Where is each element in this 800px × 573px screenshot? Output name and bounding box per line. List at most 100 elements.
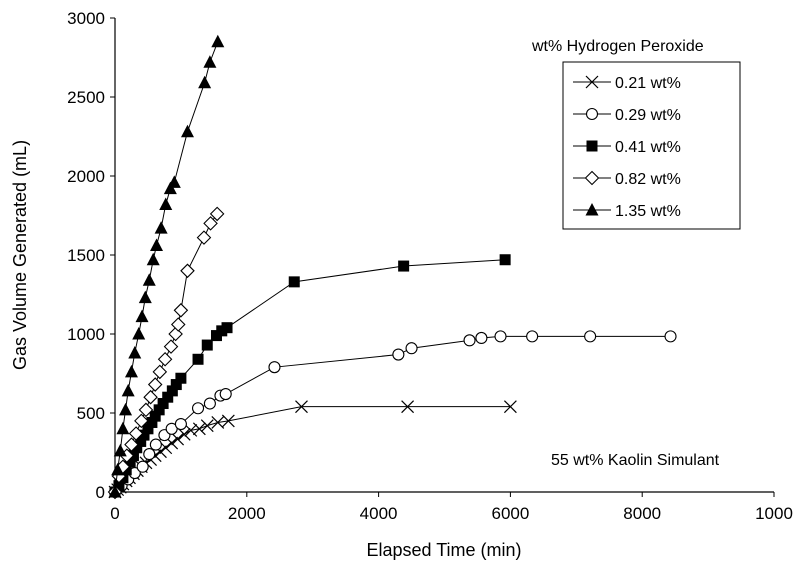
data-point bbox=[111, 462, 125, 476]
data-point bbox=[146, 252, 160, 266]
data-point bbox=[113, 480, 125, 492]
data-point bbox=[147, 377, 163, 392]
y-tick-label: 2500 bbox=[67, 88, 105, 107]
legend: 0.21 wt% 0.29 wt% 0.41 wt% 0.82 wt% 1.35 wt% bbox=[562, 61, 741, 230]
data-point bbox=[142, 273, 156, 286]
data-point bbox=[149, 438, 162, 451]
data-point bbox=[166, 385, 178, 397]
y-tick-label: 500 bbox=[77, 404, 105, 423]
data-point bbox=[113, 443, 127, 457]
series-4 bbox=[108, 34, 225, 498]
data-point bbox=[135, 309, 149, 323]
legend-item: 0.41 wt% bbox=[573, 139, 681, 156]
data-point bbox=[128, 426, 144, 441]
data-point bbox=[198, 75, 212, 89]
data-point bbox=[124, 456, 136, 468]
x-axis-title: Elapsed Time (min) bbox=[366, 540, 521, 560]
data-point bbox=[221, 322, 233, 334]
data-point bbox=[526, 330, 539, 343]
data-point bbox=[268, 361, 281, 374]
data-point bbox=[157, 352, 173, 367]
legend-marker bbox=[585, 107, 599, 121]
data-point bbox=[219, 387, 232, 401]
data-point bbox=[108, 485, 122, 498]
data-point bbox=[203, 397, 216, 410]
data-point bbox=[170, 317, 186, 332]
data-point bbox=[209, 206, 225, 222]
legend-item: 1.35 wt% bbox=[573, 203, 681, 220]
data-point bbox=[142, 423, 154, 435]
data-point bbox=[124, 437, 139, 452]
x-tick-label: 8000 bbox=[623, 504, 661, 523]
data-point bbox=[136, 460, 149, 473]
data-point bbox=[201, 339, 213, 351]
y-tick-label: 2000 bbox=[67, 167, 105, 186]
y-tick-label: 0 bbox=[96, 483, 105, 502]
y-tick-label: 3000 bbox=[67, 9, 105, 28]
data-point bbox=[196, 230, 212, 245]
data-point bbox=[149, 410, 161, 422]
data-point bbox=[200, 419, 214, 433]
series-0 bbox=[108, 400, 517, 499]
data-point bbox=[128, 345, 142, 359]
data-point bbox=[170, 379, 182, 391]
data-point bbox=[173, 303, 189, 318]
data-point bbox=[174, 418, 187, 431]
legend-item: 0.82 wt% bbox=[573, 170, 681, 188]
data-point bbox=[143, 448, 156, 461]
series-line bbox=[114, 406, 511, 493]
data-point bbox=[163, 181, 177, 195]
x-tick-label: 6000 bbox=[491, 504, 529, 523]
x-tick-label: 1000 bbox=[755, 504, 793, 523]
data-point bbox=[135, 435, 147, 447]
y-tick-label: 1500 bbox=[67, 246, 105, 265]
series-line bbox=[114, 41, 219, 493]
legend-title: wt% Hydrogen Peroxide bbox=[531, 38, 704, 55]
data-point bbox=[121, 383, 135, 397]
x-tick-label: 4000 bbox=[360, 504, 398, 523]
data-point bbox=[203, 216, 218, 231]
x-axis-ticks: 0 2000 4000 6000 8000 1000 bbox=[110, 492, 793, 523]
data-point bbox=[499, 254, 511, 266]
data-point bbox=[146, 416, 158, 428]
data-point bbox=[175, 372, 187, 384]
legend-label: 0.82 wt% bbox=[615, 171, 681, 188]
data-point bbox=[124, 364, 138, 378]
data-point bbox=[131, 442, 143, 454]
data-point bbox=[143, 389, 158, 405]
legend-label: 0.21 wt% bbox=[615, 75, 681, 92]
data-point bbox=[203, 55, 217, 68]
data-point bbox=[159, 197, 173, 210]
data-point bbox=[288, 276, 300, 288]
data-point bbox=[171, 432, 185, 446]
data-point bbox=[295, 400, 308, 414]
data-point bbox=[475, 331, 488, 345]
data-point bbox=[503, 400, 517, 414]
y-axis-ticks: 0 500 1000 1500 2000 2500 3000 bbox=[67, 9, 115, 502]
legend-label: 1.35 wt% bbox=[615, 203, 681, 220]
data-point bbox=[180, 124, 194, 138]
data-point bbox=[184, 423, 198, 437]
data-point bbox=[162, 391, 174, 403]
data-point bbox=[398, 260, 410, 272]
data-point bbox=[132, 327, 146, 340]
series-2 bbox=[109, 254, 511, 498]
annotation: 55 wt% Kaolin Simulant bbox=[551, 452, 720, 469]
data-point bbox=[191, 402, 205, 415]
y-axis-title: Gas Volume Generated (mL) bbox=[10, 140, 30, 370]
legend-label: 0.41 wt% bbox=[615, 139, 681, 156]
x-tick-label: 0 bbox=[110, 504, 119, 523]
x-tick-label: 2000 bbox=[228, 504, 266, 523]
data-point bbox=[211, 416, 225, 429]
data-point bbox=[138, 402, 154, 418]
data-point bbox=[150, 238, 164, 252]
legend-marker bbox=[585, 203, 599, 216]
data-point bbox=[192, 353, 204, 365]
data-point bbox=[138, 290, 152, 304]
data-point bbox=[153, 404, 165, 416]
data-point bbox=[154, 221, 168, 234]
data-point bbox=[405, 342, 418, 355]
data-point bbox=[392, 348, 405, 361]
data-point bbox=[221, 414, 235, 428]
data-point bbox=[211, 34, 225, 48]
